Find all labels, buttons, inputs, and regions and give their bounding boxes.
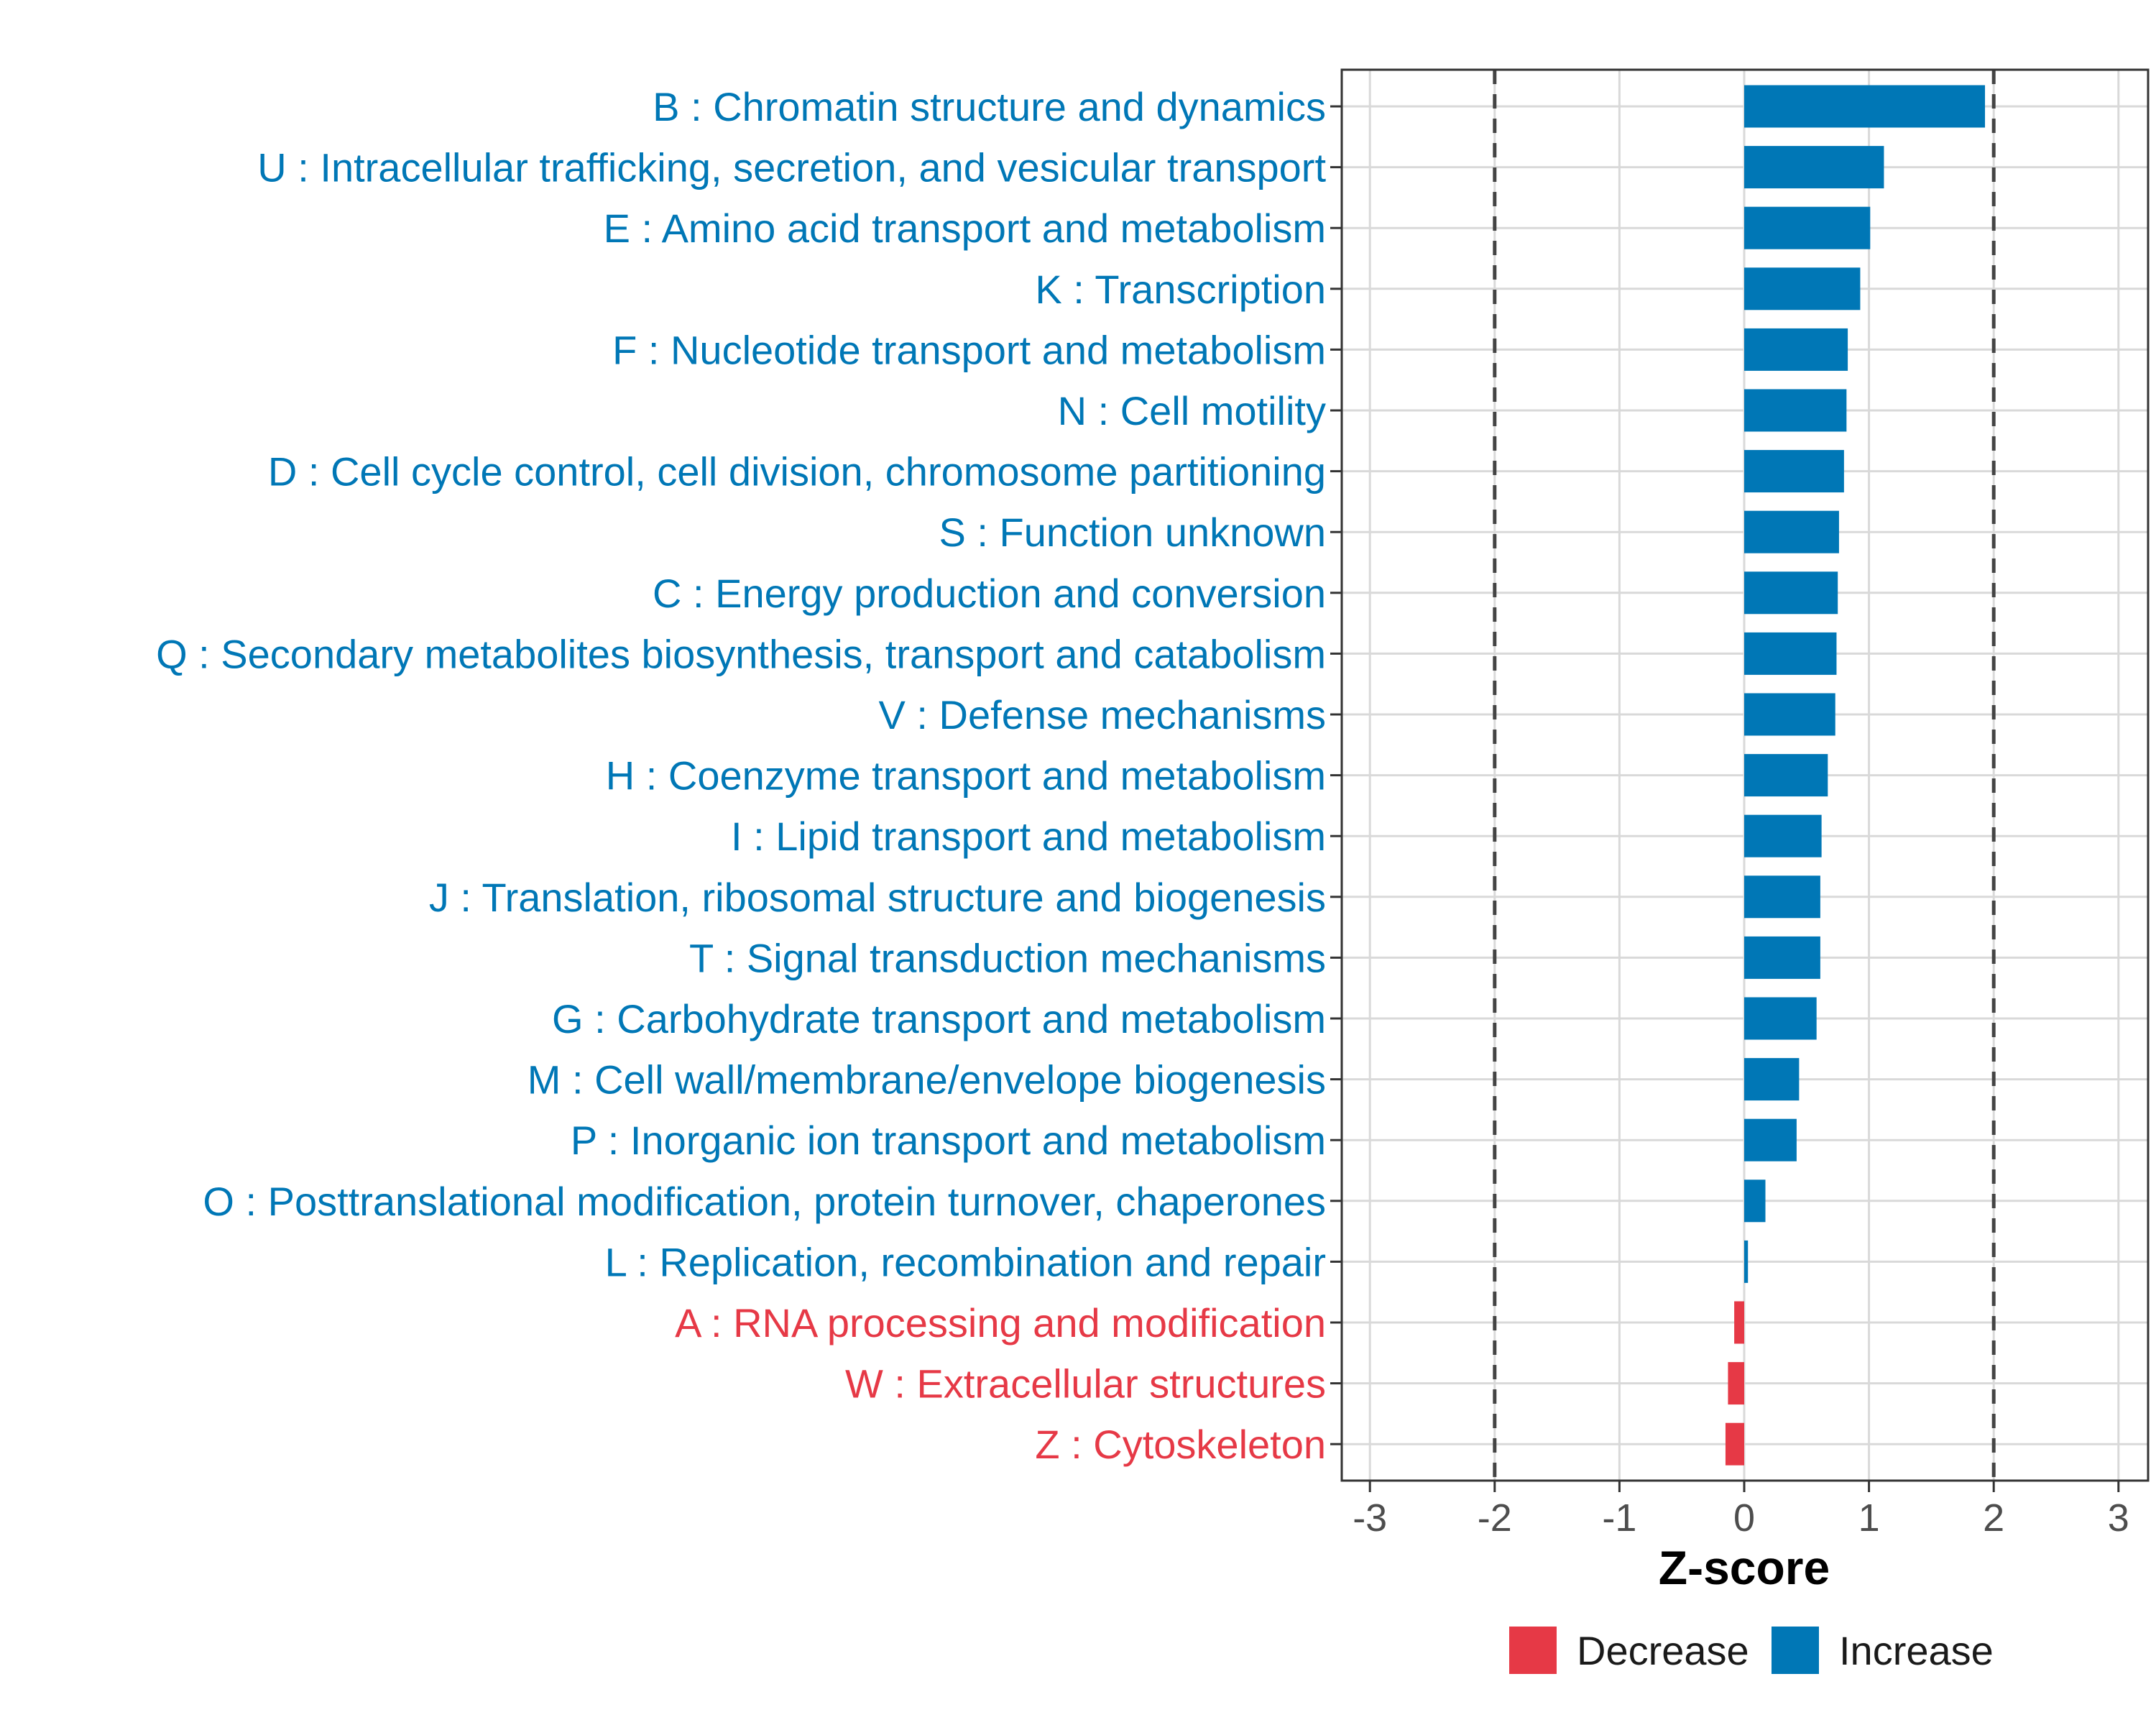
bar <box>1744 267 1861 310</box>
category-label: A : RNA processing and modification <box>675 1300 1326 1346</box>
category-label: T : Signal transduction mechanisms <box>689 935 1326 980</box>
bar <box>1744 754 1828 797</box>
bars <box>1725 85 1986 1466</box>
legend-key-decrease <box>1509 1627 1557 1674</box>
x-tick-label: -1 <box>1602 1496 1636 1540</box>
bar <box>1744 146 1884 189</box>
bar <box>1744 997 1817 1040</box>
category-label: U : Intracellular trafficking, secretion… <box>257 145 1326 190</box>
bar <box>1744 693 1835 736</box>
bar <box>1744 632 1837 675</box>
threshold-lines <box>1493 70 1996 1481</box>
category-label: C : Energy production and conversion <box>653 571 1326 616</box>
category-label: J : Translation, ribosomal structure and… <box>429 875 1326 920</box>
bar <box>1744 450 1844 493</box>
bar <box>1744 206 1871 249</box>
bar <box>1744 328 1848 371</box>
bar <box>1744 875 1820 919</box>
legend-label-decrease: Decrease <box>1577 1628 1749 1673</box>
category-label: P : Inorganic ion transport and metaboli… <box>571 1118 1326 1163</box>
legend-label-increase: Increase <box>1839 1628 1994 1673</box>
y-axis-ticks <box>1330 105 1342 1445</box>
x-tick-label: 1 <box>1858 1496 1880 1540</box>
legend: Decrease Increase <box>1509 1627 1994 1674</box>
bar <box>1734 1301 1744 1344</box>
category-labels: B : Chromatin structure and dynamics U : … <box>156 84 1326 1467</box>
category-label: D : Cell cycle control, cell division, c… <box>268 449 1326 494</box>
bar <box>1744 936 1820 979</box>
category-label: L : Replication, recombination and repai… <box>605 1239 1326 1284</box>
category-label: B : Chromatin structure and dynamics <box>653 84 1326 129</box>
x-axis-ticks: -3 -2 -1 0 1 2 3 <box>1353 1481 2129 1540</box>
category-label: O : Posttranslational modification, prot… <box>203 1179 1326 1224</box>
category-label: V : Defense mechanisms <box>879 692 1326 737</box>
category-label: H : Coenzyme transport and metabolism <box>606 753 1326 799</box>
x-tick-label: 2 <box>1983 1496 2004 1540</box>
category-label: M : Cell wall/membrane/envelope biogenes… <box>528 1057 1326 1103</box>
bar <box>1725 1422 1744 1466</box>
bar <box>1744 85 1986 128</box>
bar <box>1744 1240 1749 1283</box>
category-label: K : Transcription <box>1035 267 1326 312</box>
bar <box>1744 510 1839 553</box>
x-axis-title: Z-score <box>1659 1541 1830 1594</box>
bar <box>1744 1118 1797 1162</box>
x-tick-label: 0 <box>1733 1496 1755 1540</box>
category-label: Q : Secondary metabolites biosynthesis, … <box>156 631 1326 676</box>
category-label: F : Nucleotide transport and metabolism <box>612 327 1326 372</box>
category-label: E : Amino acid transport and metabolism <box>604 206 1326 251</box>
category-label: I : Lipid transport and metabolism <box>731 814 1326 859</box>
category-label: W : Extracellular structures <box>845 1361 1326 1407</box>
bar <box>1744 1179 1766 1223</box>
bar <box>1744 814 1822 857</box>
category-label: G : Carbohydrate transport and metabolis… <box>552 996 1326 1041</box>
x-tick-label: -2 <box>1478 1496 1512 1540</box>
bar <box>1744 389 1847 432</box>
category-label: Z : Cytoskeleton <box>1035 1422 1326 1467</box>
bar <box>1744 1058 1800 1101</box>
x-tick-label: -3 <box>1353 1496 1387 1540</box>
legend-key-increase <box>1772 1627 1819 1674</box>
category-label: S : Function unknown <box>939 510 1326 555</box>
x-tick-label: 3 <box>2108 1496 2129 1540</box>
category-label: N : Cell motility <box>1058 388 1326 433</box>
bar <box>1744 571 1838 615</box>
bar <box>1728 1362 1744 1405</box>
